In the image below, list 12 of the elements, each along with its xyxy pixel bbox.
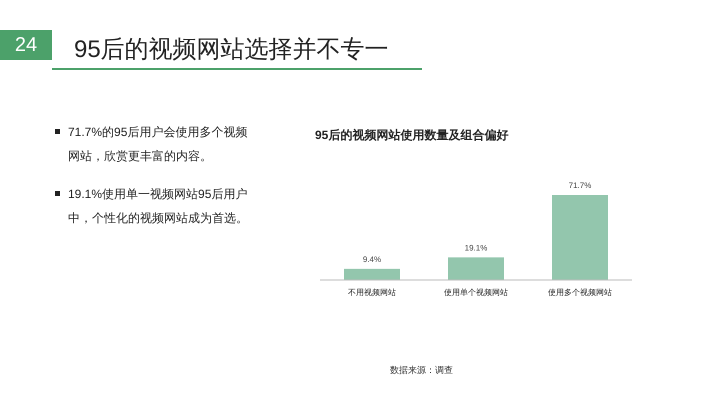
data-label: 9.4% — [362, 254, 382, 264]
x-tick-label: 使用单个视频网站 — [444, 288, 508, 297]
chart-subtitle: 95后的视频网站使用数量及组合偏好 — [315, 127, 508, 144]
text: 19.1%使用单一视频网站95后用户中，个性化的视频网站成为首选。 — [68, 186, 249, 227]
chart-title: 95后的视频网站选择并不专一 — [74, 35, 389, 65]
data-label: 19.1% — [464, 243, 488, 252]
data-label: 71.7% — [568, 181, 592, 190]
text: 24 — [0, 30, 52, 60]
source-note: 数据来源：调查 — [390, 364, 453, 377]
x-tick-label: 使用多个视频网站 — [548, 288, 612, 297]
text: 71.7%的95后用户会使用多个视频网站，欣赏更丰富的内容。 — [68, 124, 248, 165]
x-tick-label: 不用视频网站 — [348, 288, 396, 297]
